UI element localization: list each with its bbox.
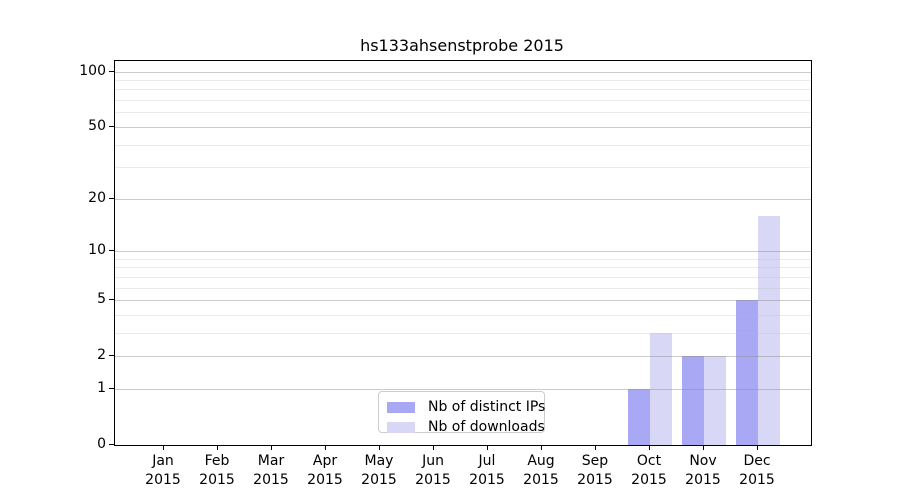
y-tick-label-2: 2 [97, 347, 106, 364]
bar-downloads-oct [650, 332, 672, 445]
x-tick-label-may: May 2015 [361, 453, 397, 488]
x-tick-label-feb: Feb 2015 [199, 453, 235, 488]
gridline-y-50 [115, 126, 811, 128]
x-tick-mark [433, 445, 434, 450]
x-tick-label-oct: Oct 2015 [631, 453, 667, 488]
bar-downloads-nov [704, 356, 726, 445]
plot-area [114, 60, 812, 446]
gridline-y-80 [115, 89, 811, 91]
x-tick-mark [649, 445, 650, 450]
gridline-y-20 [115, 198, 811, 200]
bar-ips-dec [736, 300, 758, 445]
x-tick-label-nov: Nov 2015 [685, 453, 721, 488]
y-tick-mark [109, 355, 114, 357]
gridline-y-1 [115, 388, 811, 390]
gridline-y-4 [115, 314, 811, 316]
x-tick-mark [487, 445, 488, 450]
gridline-y-9 [115, 258, 811, 260]
legend-item-downloads: Nb of downloads [379, 417, 545, 437]
gridline-y-3 [115, 332, 811, 334]
x-tick-label-sep: Sep 2015 [577, 453, 613, 488]
x-tick-mark [595, 445, 596, 450]
legend-label: Nb of downloads [428, 419, 545, 435]
x-tick-mark [379, 445, 380, 450]
gridline-y-40 [115, 144, 811, 146]
x-tick-label-dec: Dec 2015 [739, 453, 775, 488]
legend-swatch [387, 401, 415, 413]
bar-ips-oct [628, 388, 650, 445]
y-tick-label-20: 20 [88, 189, 106, 206]
x-tick-label-jan: Jan 2015 [145, 453, 181, 488]
y-tick-mark [109, 387, 114, 389]
y-tick-label-5: 5 [97, 291, 106, 307]
x-tick-mark [271, 445, 272, 450]
x-tick-label-jun: Jun 2015 [415, 453, 451, 488]
gridline-y-60 [115, 112, 811, 114]
y-tick-label-100: 100 [79, 62, 106, 79]
x-tick-mark [541, 445, 542, 450]
legend-label: Nb of distinct IPs [428, 399, 546, 415]
y-tick-label-10: 10 [88, 241, 106, 258]
gridline-y-100 [115, 71, 811, 73]
x-tick-mark [217, 445, 218, 450]
legend-swatch [387, 421, 415, 433]
y-tick-label-50: 50 [88, 117, 106, 134]
x-tick-mark [757, 445, 758, 450]
x-tick-label-aug: Aug 2015 [523, 453, 559, 488]
y-tick-mark [109, 197, 114, 199]
gridline-y-5 [115, 300, 811, 301]
gridline-y-2 [115, 356, 811, 358]
bar-ips-nov [682, 356, 704, 445]
y-tick-mark [109, 125, 114, 127]
x-tick-label-jul: Jul 2015 [469, 453, 505, 488]
gridline-y-90 [115, 79, 811, 81]
x-tick-label-mar: Mar 2015 [253, 453, 289, 488]
gridline-y-10 [115, 250, 811, 252]
gridline-y-8 [115, 267, 811, 269]
x-tick-mark [325, 445, 326, 450]
gridline-y-7 [115, 276, 811, 278]
y-tick-mark [109, 299, 114, 300]
x-tick-mark [703, 445, 704, 450]
bars-layer [115, 61, 811, 445]
x-tick-mark [163, 445, 164, 450]
gridline-y-6 [115, 287, 811, 289]
legend-item-distinct-ips: Nb of distinct IPs [379, 397, 546, 417]
x-tick-label-apr: Apr 2015 [307, 453, 343, 488]
y-tick-mark [109, 444, 114, 445]
y-tick-mark [109, 70, 114, 72]
y-tick-mark [109, 249, 114, 251]
chart-title: hs133ahsenstprobe 2015 [360, 36, 564, 55]
y-tick-label-1: 1 [97, 379, 106, 396]
gridline-y-30 [115, 167, 811, 169]
bar-downloads-dec [758, 215, 780, 445]
y-tick-label-0: 0 [97, 436, 106, 452]
gridline-y-70 [115, 100, 811, 101]
legend: Nb of distinct IPs Nb of downloads [378, 391, 546, 435]
grid-layer [115, 61, 811, 445]
